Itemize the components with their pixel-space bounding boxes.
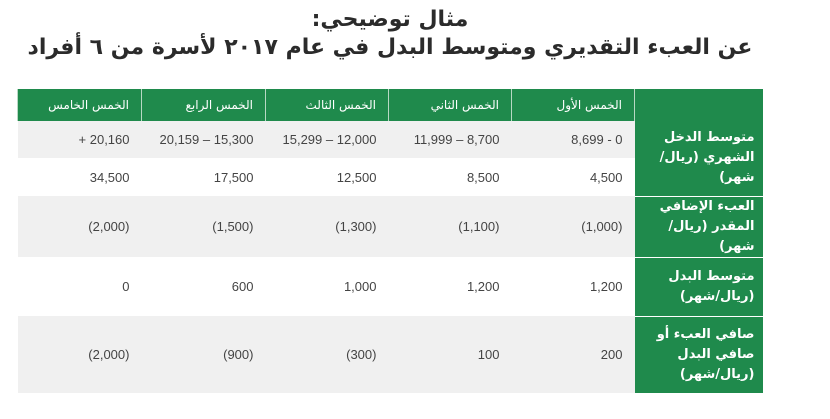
table-cell: (2,000): [17, 196, 142, 257]
table-cell: 34,500: [17, 158, 142, 196]
row-label: متوسط الدخل الشهري (ريال/ شهر): [634, 121, 763, 196]
table-cell: (900): [141, 316, 266, 393]
table-cell: 1,200: [388, 257, 512, 316]
row-label: صافي العبء أو صافي البدل (ريال/شهر): [634, 315, 763, 393]
row-label: العبء الإضافي المقدر (ريال/شهر): [634, 195, 763, 257]
header-corner: [634, 89, 763, 121]
table-cell: 8,700 – 11,999: [388, 121, 512, 158]
table-cell: 200: [511, 316, 635, 393]
table-cell: (1,300): [265, 196, 389, 257]
table-cell: (300): [265, 316, 389, 393]
table-cell: 4,500: [511, 158, 635, 196]
table-cell: (1,500): [141, 196, 266, 257]
table-cell: 1,200: [511, 257, 635, 316]
table-cell: 15,300 – 20,159: [141, 121, 266, 158]
table-cell: 12,000 – 15,299: [265, 121, 389, 158]
table-cell: (1,000): [511, 196, 635, 257]
table-row: صافي العبء أو صافي البدل (ريال/شهر) 200 …: [17, 315, 763, 393]
table-cell: 17,500: [141, 158, 266, 196]
table-cell: 8,500: [388, 158, 512, 196]
figure-title: مثال توضيحي: عن العبء التقديري ومتوسط ال…: [0, 6, 780, 62]
table-cell: 600: [141, 257, 266, 316]
row-label: متوسط البدل (ريال/شهر): [634, 256, 763, 316]
table-header-row: الخمس الأول الخمس الثاني الخمس الثالث ال…: [17, 89, 763, 121]
column-header: الخمس الخامس: [17, 89, 142, 121]
table-row: متوسط البدل (ريال/شهر) 1,200 1,200 1,000…: [17, 256, 763, 316]
burden-allowance-table: الخمس الأول الخمس الثاني الخمس الثالث ال…: [17, 89, 763, 393]
column-header: الخمس الأول: [511, 89, 635, 121]
table-cell: (2,000): [17, 316, 142, 393]
table-cell: 1,000: [265, 257, 389, 316]
column-header: الخمس الثالث: [265, 89, 389, 121]
table-cell: 0: [17, 257, 142, 316]
table-cell: 20,160 +: [17, 121, 142, 158]
table-cell: 100: [388, 316, 512, 393]
column-header: الخمس الثاني: [388, 89, 512, 121]
table-row: متوسط الدخل الشهري (ريال/ شهر) 0 - 8,699…: [17, 121, 763, 196]
column-header: الخمس الرابع: [141, 89, 266, 121]
title-line-2: عن العبء التقديري ومتوسط البدل في عام ٢٠…: [27, 35, 753, 60]
table-row: 4,500 8,500 12,500 17,500 34,500: [17, 158, 763, 196]
table-row: العبء الإضافي المقدر (ريال/شهر) (1,000) …: [17, 195, 763, 257]
table-cell: (1,100): [388, 196, 512, 257]
table-cell: 12,500: [265, 158, 389, 196]
table-cell: 0 - 8,699: [511, 121, 635, 158]
title-line-1: مثال توضيحي:: [311, 7, 469, 32]
